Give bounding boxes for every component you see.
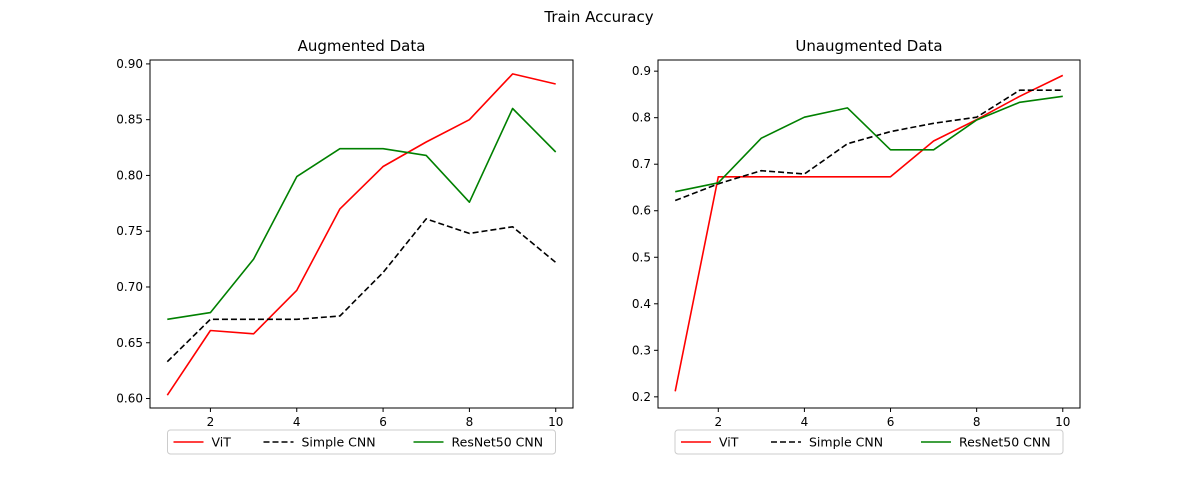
panel-1-x-tick-label: 10 bbox=[548, 415, 563, 429]
panel-2-series-resnet50-cnn-line bbox=[675, 95, 1063, 193]
panel-1-legend-box bbox=[167, 429, 556, 455]
panel-2-y-tick-label: 0.4 bbox=[632, 297, 651, 311]
panel-1-series-resnet50-cnn-line bbox=[167, 107, 557, 321]
panel-2-y-tick-label: 0.9 bbox=[632, 64, 651, 78]
panel-2-legend-label-simple-cnn: Simple CNN bbox=[809, 435, 883, 450]
panel-1-x-tick-label: 4 bbox=[293, 415, 301, 429]
panel-2-x-tick-label: 8 bbox=[973, 415, 981, 429]
panel-1-axes-frame bbox=[149, 59, 574, 409]
panel-2-x-tick-label: 2 bbox=[714, 415, 722, 429]
panel-2-y-tick-label: 0.3 bbox=[632, 343, 651, 357]
panel-1-legend-label-resnet50-cnn: ResNet50 CNN bbox=[452, 435, 544, 450]
panel-2-legend-label-vit: ViT bbox=[719, 435, 739, 450]
panel-2-y-tick-label: 0.7 bbox=[632, 157, 651, 171]
panel-1-series-simple-cnn-line bbox=[166, 218, 557, 363]
panel-2-legend-box bbox=[674, 429, 1064, 455]
panel-1-x-tick-label: 6 bbox=[379, 415, 387, 429]
panel-1-series-vit-line bbox=[166, 73, 556, 396]
panel-1-legend-label-vit: ViT bbox=[212, 435, 232, 450]
panel-2-legend: ViT Simple CNN ResNet50 CNN bbox=[674, 429, 1064, 455]
panel-1-y-tick-label: 0.80 bbox=[116, 168, 143, 182]
panel-2-legend-label-resnet50-cnn: ResNet50 CNN bbox=[959, 435, 1051, 450]
panel-2-x-tick-label: 4 bbox=[801, 415, 809, 429]
panel-1-legend: ViT Simple CNN ResNet50 CNN bbox=[167, 429, 556, 455]
panel-2-series-simple-cnn-line bbox=[674, 89, 1063, 202]
panel-1-y-tick-label: 0.70 bbox=[116, 280, 143, 294]
panel-2-y-tick-label: 0.2 bbox=[632, 390, 651, 404]
panel-1-y-tick-label: 0.75 bbox=[116, 224, 143, 238]
panel-2-y-tick-label: 0.6 bbox=[632, 204, 651, 218]
panel-1-y-tick-label: 0.90 bbox=[116, 57, 143, 71]
panel-unaugmented: Unaugmented Data 2 4 6 8 10 0.2 0.3 0.4 0.5 0.6 0.7… bbox=[632, 37, 1081, 455]
panel-1-y-tick-label: 0.85 bbox=[116, 113, 143, 127]
panel-2-y-tick-label: 0.5 bbox=[632, 250, 651, 264]
panel-1-y-tick-label: 0.60 bbox=[116, 392, 143, 406]
panel-1-legend-label-simple-cnn: Simple CNN bbox=[302, 435, 376, 450]
panel-2-x-tick-label: 6 bbox=[887, 415, 895, 429]
panel-1-title: Augmented Data bbox=[298, 37, 426, 55]
panel-2-axes-frame bbox=[657, 59, 1081, 409]
panel-2-x-tick-label: 10 bbox=[1055, 415, 1070, 429]
panel-1-x-tick-label: 8 bbox=[466, 415, 474, 429]
panel-augmented: Augmented Data 2 4 6 8 10 0.60 0.65 0.70 0.75 0.80… bbox=[116, 37, 574, 455]
panel-1-y-tick-label: 0.65 bbox=[116, 336, 143, 350]
panel-2-title: Unaugmented Data bbox=[795, 37, 942, 55]
panel-2-y-tick-label: 0.8 bbox=[632, 111, 651, 125]
panel-1-x-tick-label: 2 bbox=[207, 415, 215, 429]
figure-title: Train Accuracy bbox=[543, 8, 653, 26]
